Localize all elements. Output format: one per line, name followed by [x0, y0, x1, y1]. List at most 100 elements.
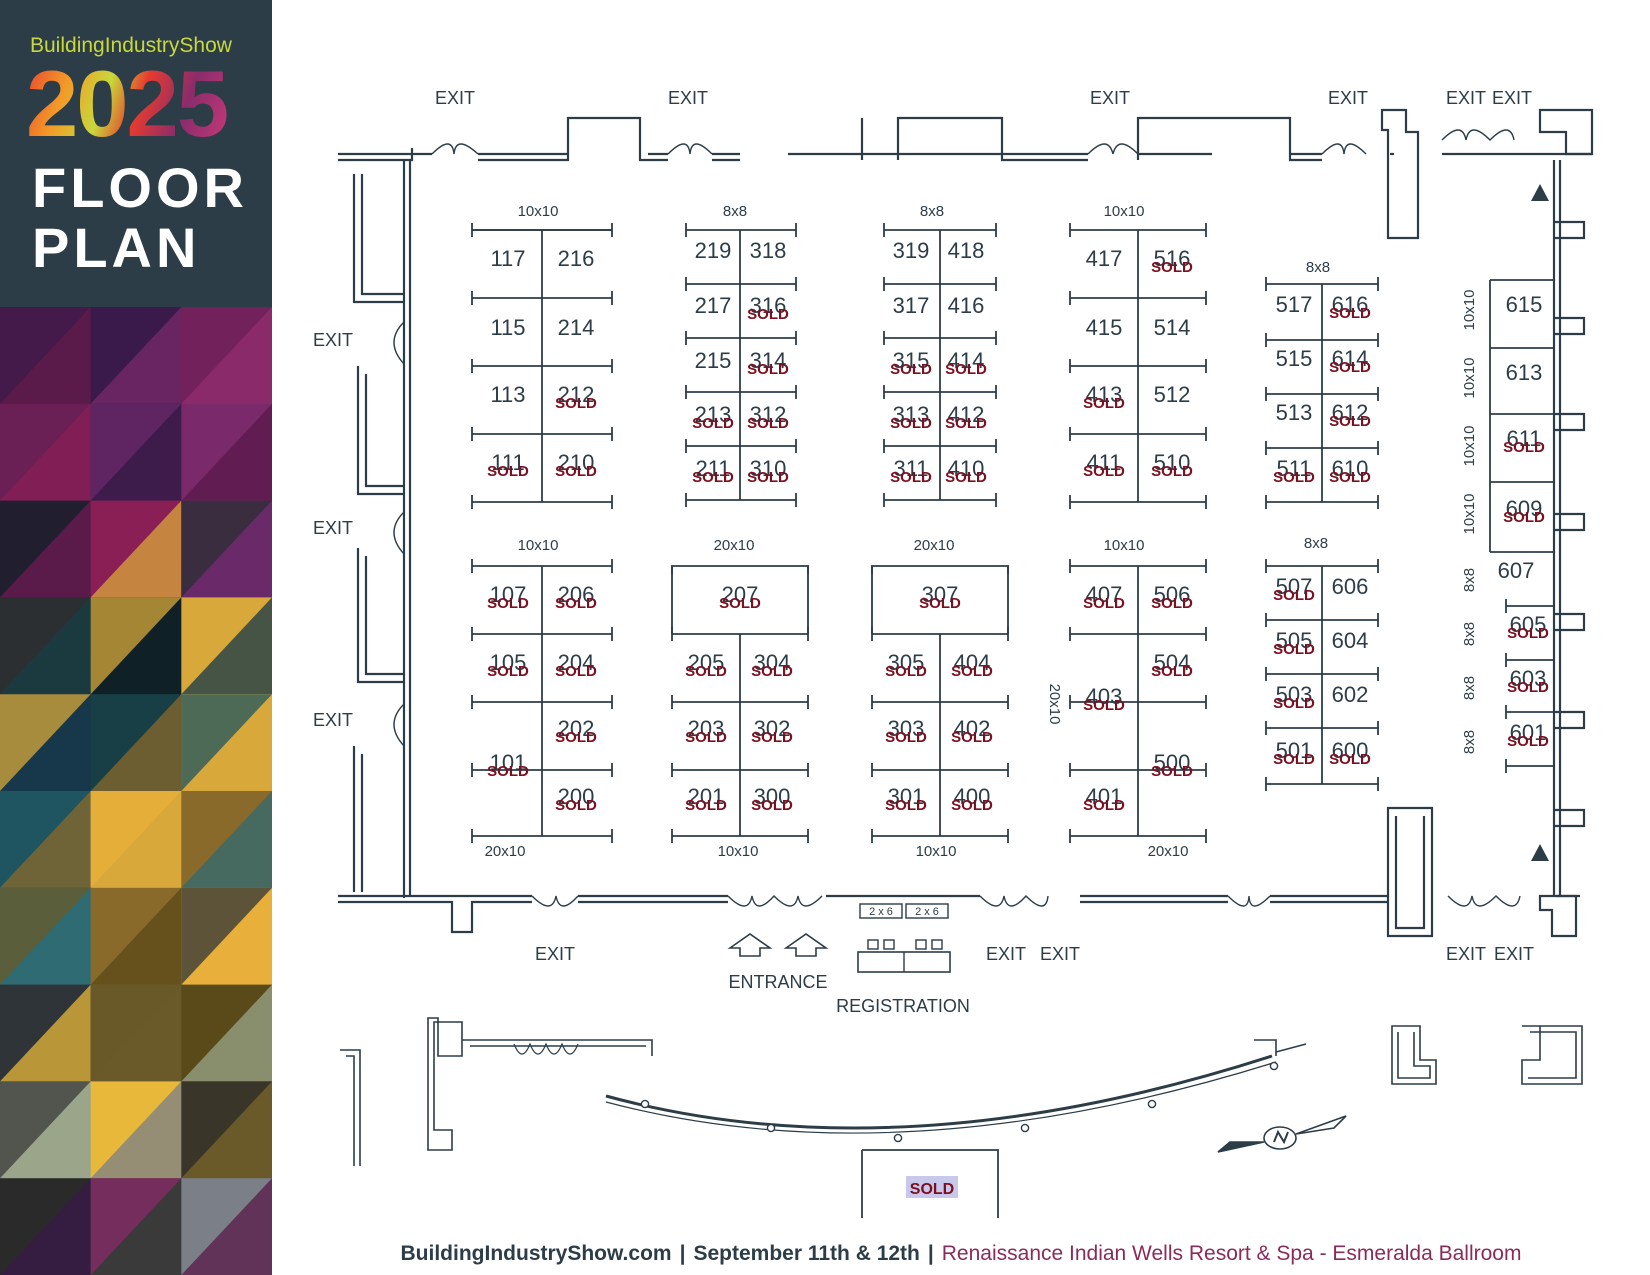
sold-badge: SOLD — [951, 797, 993, 814]
booth-216[interactable]: 216 — [558, 246, 595, 271]
booth-418[interactable]: 418 — [948, 238, 985, 263]
booth-number: 417 — [1086, 246, 1123, 271]
lobby-booth[interactable]: SOLD — [906, 1176, 958, 1198]
booth-417[interactable]: 417 — [1086, 246, 1123, 271]
booth-514[interactable]: 514 — [1154, 315, 1191, 340]
sold-badge: SOLD — [951, 729, 993, 746]
booth-318[interactable]: 318 — [750, 238, 787, 263]
booth-113[interactable]: 113 — [490, 382, 525, 407]
compass-ring — [1263, 1126, 1297, 1150]
footer-separator: | — [927, 1242, 934, 1265]
sold-badge: SOLD — [685, 663, 727, 680]
booth-515[interactable]: 515 — [1276, 346, 1313, 371]
booth-602[interactable]: 602 — [1332, 682, 1369, 707]
booth-615[interactable]: 615 — [1506, 292, 1543, 317]
booth-214[interactable]: 214 — [558, 315, 595, 340]
booth-215[interactable]: 215 — [695, 348, 732, 373]
booth-317[interactable]: 317 — [893, 293, 930, 318]
booth-115[interactable]: 115 — [490, 315, 525, 340]
booth-size-label: 10x10 — [1104, 537, 1145, 554]
sold-badge: SOLD — [885, 663, 927, 680]
booth-416[interactable]: 416 — [948, 293, 985, 318]
booth-606[interactable]: 606 — [1332, 574, 1369, 599]
booth-415[interactable]: 415 — [1086, 315, 1123, 340]
booth-517[interactable]: 517 — [1276, 292, 1313, 317]
booth-217[interactable]: 217 — [695, 293, 732, 318]
booth-117[interactable]: 117 — [490, 246, 525, 271]
booth-319[interactable]: 319 — [893, 238, 930, 263]
footer-venue: Renaissance Indian Wells Resort & Spa - … — [941, 1242, 1522, 1265]
booth-512[interactable]: 512 — [1154, 382, 1191, 407]
footer-website[interactable]: BuildingIndustryShow.com — [400, 1242, 672, 1265]
booth-513[interactable]: 513 — [1276, 400, 1313, 425]
booth-604[interactable]: 604 — [1332, 628, 1369, 653]
booth-219[interactable]: 219 — [695, 238, 732, 263]
booth-607[interactable]: 607 — [1498, 558, 1535, 583]
booth-613[interactable]: 613 — [1506, 360, 1543, 385]
compass-rose-icon — [1217, 1115, 1347, 1153]
booth-number: 614 — [1332, 346, 1369, 371]
